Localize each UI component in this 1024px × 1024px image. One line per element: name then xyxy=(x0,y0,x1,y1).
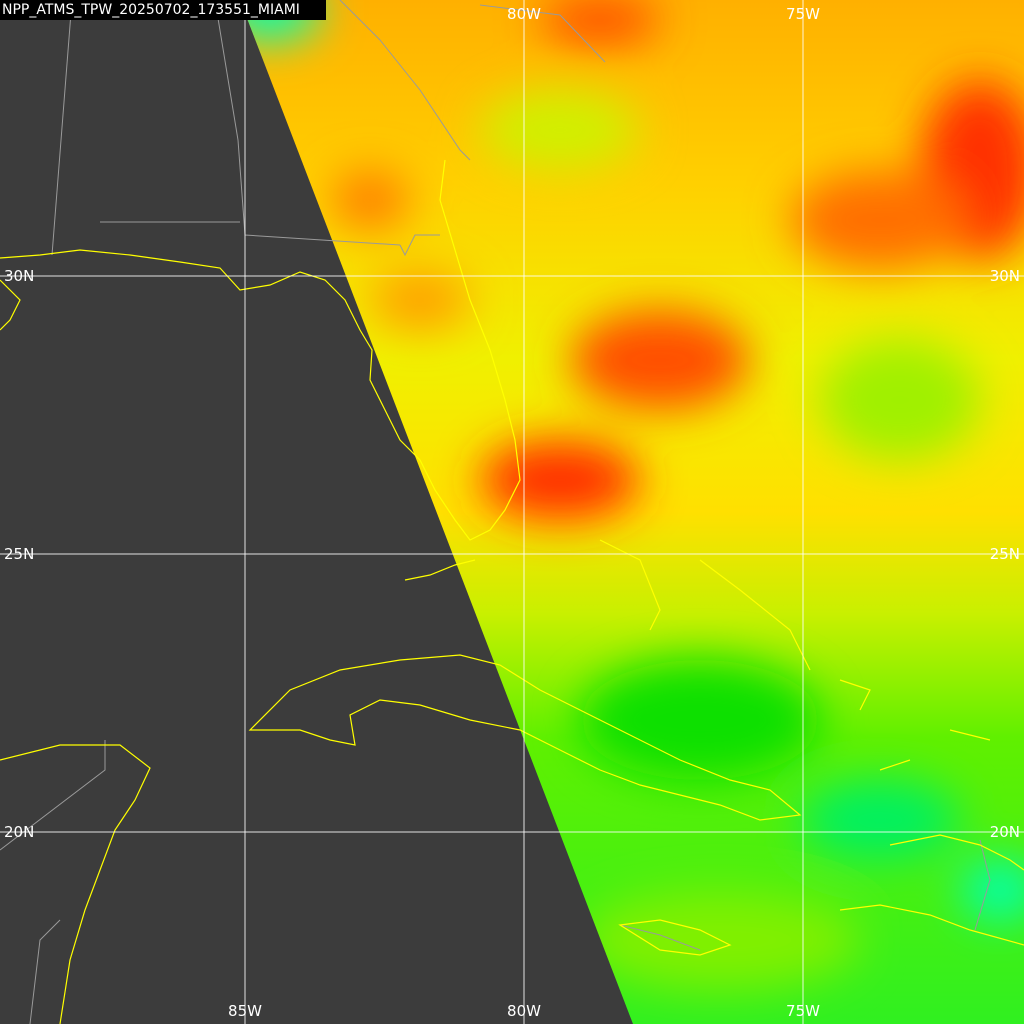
florida-coast xyxy=(0,159,521,541)
latitude-label: 20N xyxy=(990,823,1020,841)
latitude-label: 25N xyxy=(4,545,34,563)
gulf-coast-west xyxy=(0,279,21,331)
state-borders xyxy=(0,0,401,1024)
hispaniola-coast xyxy=(839,834,1024,946)
latitude-label: 20N xyxy=(4,823,34,841)
longitude-label: 75W xyxy=(786,1002,820,1020)
longitude-label: 85W xyxy=(228,1002,262,1020)
yucatan-coast xyxy=(0,744,151,1024)
swath-features xyxy=(240,0,1024,990)
bahamas-coast xyxy=(599,539,991,771)
jamaica-coast xyxy=(618,919,732,956)
longitude-label: 80W xyxy=(507,5,541,23)
florida-keys xyxy=(404,559,476,581)
latitude-label: 30N xyxy=(4,267,34,285)
longitude-label: 75W xyxy=(786,5,820,23)
grid-labels: 80W 75W 85W 80W 75W 30N 25N 20N 30N 25N … xyxy=(4,5,1020,1020)
title-background xyxy=(0,0,326,20)
latitude-label: 25N xyxy=(990,545,1020,563)
cuba-coast xyxy=(248,654,802,821)
coastlines xyxy=(0,159,1024,1024)
latitude-label: 30N xyxy=(990,267,1020,285)
borders xyxy=(0,0,991,1024)
image-title: NPP_ATMS_TPW_20250702_173551_MIAMI xyxy=(2,2,300,18)
rivers xyxy=(339,0,991,951)
longitude-label: 80W xyxy=(507,1002,541,1020)
